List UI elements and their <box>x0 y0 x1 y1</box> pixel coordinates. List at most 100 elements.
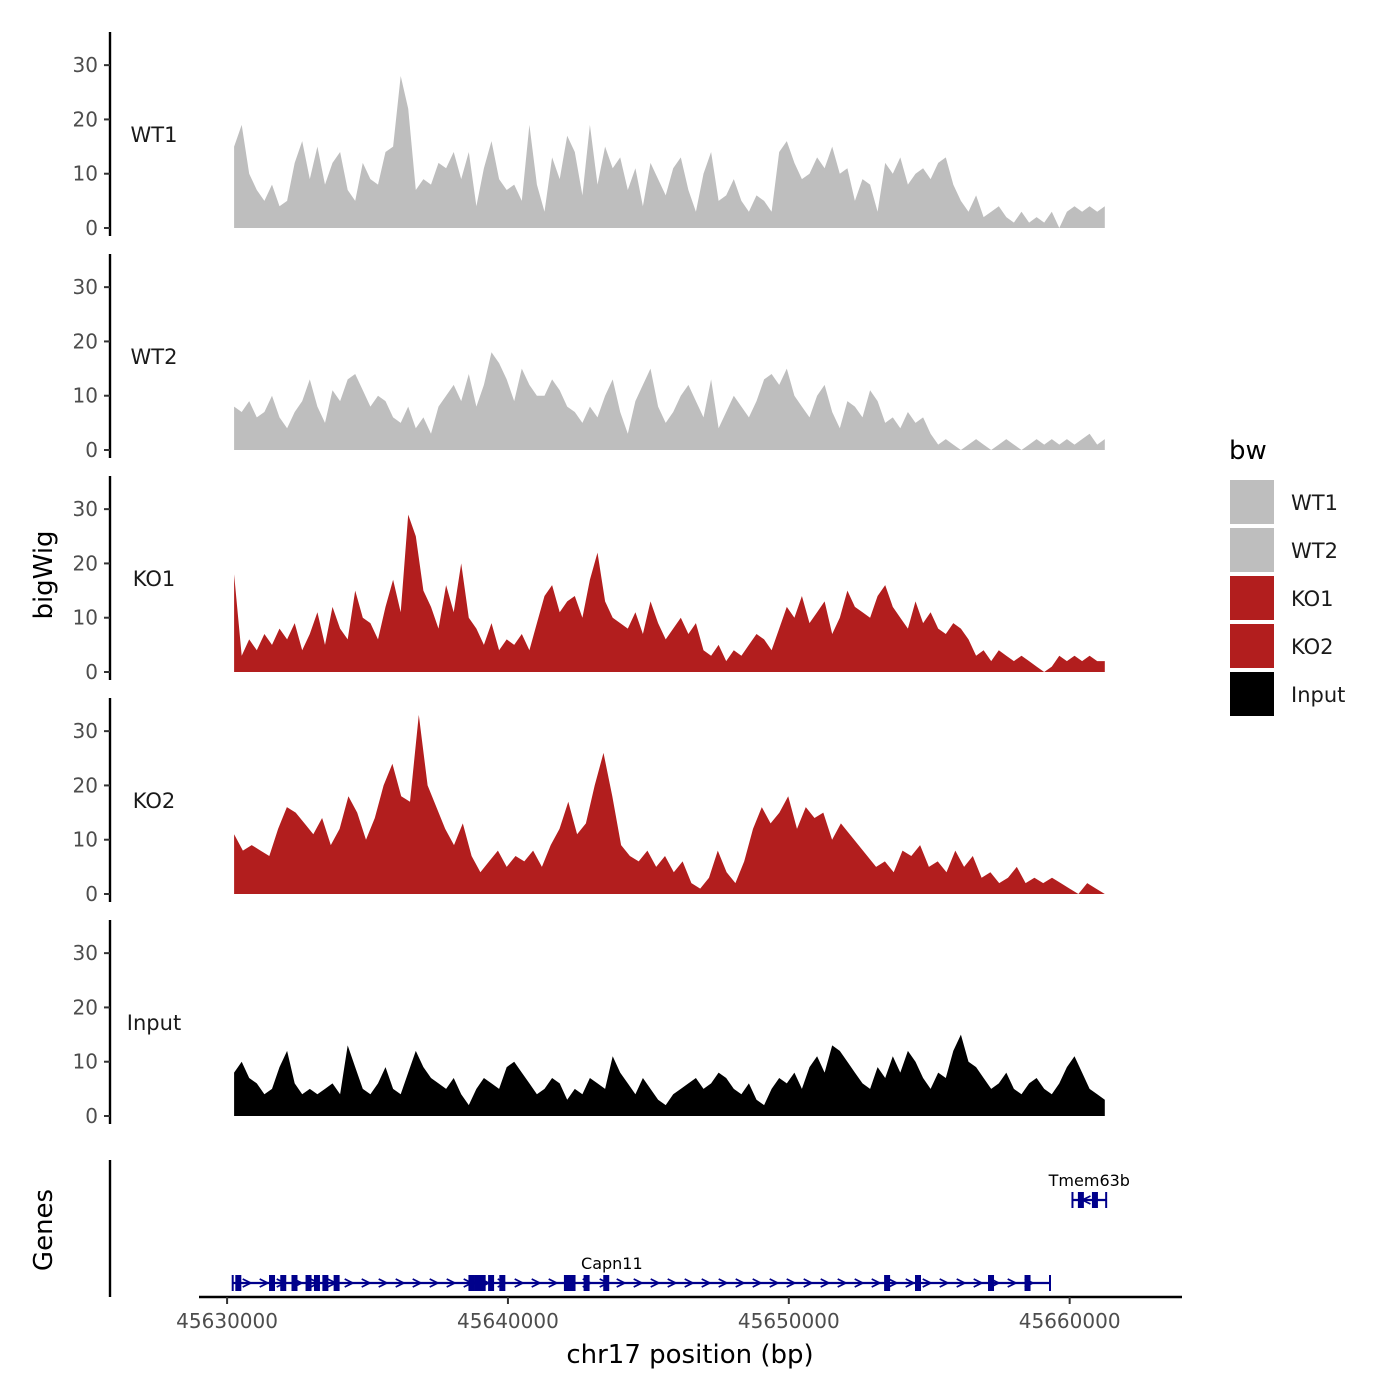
y-tick-label: 0 <box>85 882 98 906</box>
track-label: WT1 <box>131 123 178 147</box>
legend-label: WT1 <box>1291 491 1338 515</box>
strand-arrow <box>1007 1278 1018 1288</box>
exon-block <box>479 1275 486 1291</box>
strand-arrow <box>939 1278 950 1288</box>
y-tick-label: 20 <box>73 107 98 131</box>
y-tick-label: 30 <box>73 497 98 521</box>
track-label: KO1 <box>133 567 176 591</box>
y-tick-label: 20 <box>73 995 98 1019</box>
legend-swatch <box>1230 576 1274 620</box>
strand-arrow <box>718 1278 729 1288</box>
exon-block <box>313 1275 320 1291</box>
legend-label: Input <box>1291 683 1345 707</box>
strand-arrow <box>769 1278 780 1288</box>
exon-block <box>488 1275 495 1291</box>
x-tick-label: 45630000 <box>176 1309 278 1333</box>
strand-arrow <box>820 1278 831 1288</box>
y-tick-label: 10 <box>73 606 98 630</box>
exon-block <box>322 1275 329 1291</box>
strand-arrow <box>837 1278 848 1288</box>
strand-arrow <box>735 1278 746 1288</box>
exon-block <box>291 1275 298 1291</box>
exon-block <box>305 1275 312 1291</box>
strand-arrow <box>633 1278 644 1288</box>
strand-arrow <box>429 1278 440 1288</box>
strand-arrow <box>684 1278 695 1288</box>
y-tick-label: 20 <box>73 551 98 575</box>
y-tick-label: 30 <box>73 941 98 965</box>
genes-panel: Capn11 Tmem63b <box>108 1160 1130 1297</box>
exon-block <box>884 1275 891 1291</box>
exon-block <box>280 1275 287 1291</box>
gene-tmem63b: Tmem63b <box>1048 1171 1130 1208</box>
x-axis-ticks: 45630000 45640000 45650000 45660000 <box>176 1297 1121 1333</box>
y-tick-label: 10 <box>73 1050 98 1074</box>
y-tick-label: 10 <box>73 162 98 186</box>
strand-arrow <box>344 1278 355 1288</box>
strand-arrow <box>259 1278 270 1288</box>
exon-block <box>474 1275 481 1291</box>
legend-label: KO2 <box>1291 635 1334 659</box>
strand-arrow <box>888 1278 899 1288</box>
exon-block <box>468 1275 475 1291</box>
signal-area-ko1 <box>234 514 1105 672</box>
signal-area-wt1 <box>234 76 1105 228</box>
x-tick-label: 45640000 <box>457 1309 559 1333</box>
x-axis: 45630000 45640000 45650000 45660000 <box>176 1295 1182 1333</box>
strand-arrow <box>616 1278 627 1288</box>
y-tick-label: 30 <box>73 719 98 743</box>
legend: bw WT1 WT2 KO1 KO2 Input <box>1229 436 1345 716</box>
y-tick-label: 20 <box>73 773 98 797</box>
signal-tracks: 0 10 20 30 WT1 0 10 20 30 WT2 0 10 20 30 KO1 0 10 20 30 KO2… <box>73 32 1105 1128</box>
strand-arrow <box>412 1278 423 1288</box>
exon-block <box>333 1275 340 1291</box>
strand-arrow <box>854 1278 865 1288</box>
strand-arrow <box>871 1278 882 1288</box>
track-wt2: 0 10 20 30 WT2 <box>73 254 1105 462</box>
y-tick-label: 0 <box>85 216 98 240</box>
exon-block <box>235 1275 242 1291</box>
exon-block <box>603 1275 610 1291</box>
exon-block <box>1077 1192 1084 1208</box>
track-label: Input <box>127 1011 181 1035</box>
strand-arrow <box>973 1278 984 1288</box>
signal-area-wt2 <box>234 352 1105 450</box>
gene-capn11: Capn11 <box>231 1254 1051 1291</box>
legend-title: bw <box>1229 436 1267 466</box>
legend-keys: WT1 WT2 KO1 KO2 Input <box>1230 480 1345 716</box>
x-tick-label: 45650000 <box>738 1309 840 1333</box>
gene-label: Tmem63b <box>1048 1171 1130 1190</box>
strand-arrow <box>752 1278 763 1288</box>
track-label: WT2 <box>131 345 178 369</box>
legend-label: WT2 <box>1291 539 1338 563</box>
track-label: KO2 <box>133 789 176 813</box>
strand-arrow <box>803 1278 814 1288</box>
exon-block <box>1024 1275 1031 1291</box>
strand-arrow <box>650 1278 661 1288</box>
y-tick-label: 30 <box>73 53 98 77</box>
strand-arrow <box>922 1278 933 1288</box>
gene-label: Capn11 <box>581 1254 643 1273</box>
strand-arrow <box>446 1278 457 1288</box>
track-wt1: 0 10 20 30 WT1 <box>73 32 1105 240</box>
legend-swatch <box>1230 672 1274 716</box>
strand-arrow <box>531 1278 542 1288</box>
y-tick-label: 30 <box>73 275 98 299</box>
y-tick-label: 10 <box>73 384 98 408</box>
genes-panel-title: Genes <box>29 1189 59 1271</box>
exon-block <box>1091 1192 1098 1208</box>
legend-swatch <box>1230 480 1274 524</box>
exon-block <box>563 1275 570 1291</box>
gene-glyphs: Capn11 Tmem63b <box>231 1171 1130 1291</box>
strand-arrow <box>667 1278 678 1288</box>
exon-block <box>269 1275 276 1291</box>
legend-swatch <box>1230 528 1274 572</box>
strand-arrow <box>242 1278 253 1288</box>
y-tick-label: 0 <box>85 660 98 684</box>
y-tick-label: 10 <box>73 828 98 852</box>
exon-block <box>988 1275 995 1291</box>
strand-arrow <box>514 1278 525 1288</box>
track-ko2: 0 10 20 30 KO2 <box>73 698 1105 906</box>
strand-arrow <box>361 1278 372 1288</box>
